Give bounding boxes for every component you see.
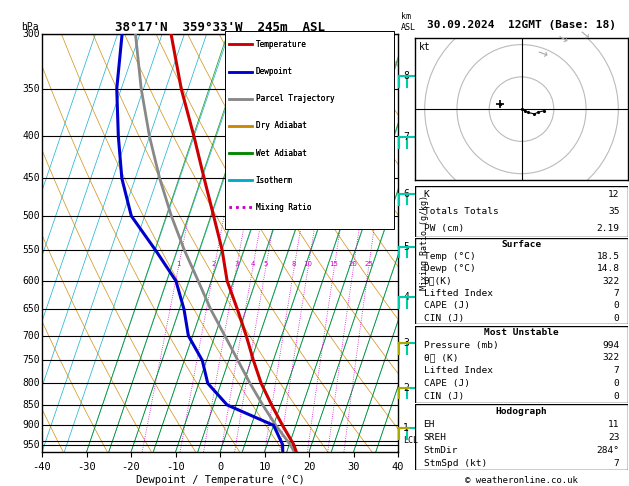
Text: 7: 7 xyxy=(403,132,409,142)
Text: EH: EH xyxy=(423,419,435,429)
Text: 1: 1 xyxy=(176,260,181,267)
Text: 500: 500 xyxy=(23,211,40,221)
Text: 3: 3 xyxy=(234,260,238,267)
Text: 15: 15 xyxy=(330,260,338,267)
Text: →: → xyxy=(576,27,592,43)
Text: Parcel Trajectory: Parcel Trajectory xyxy=(255,94,334,104)
Text: 8: 8 xyxy=(403,71,409,82)
Text: Dry Adiabat: Dry Adiabat xyxy=(255,122,306,130)
Text: 5: 5 xyxy=(403,242,409,252)
Text: Temp (°C): Temp (°C) xyxy=(423,252,476,261)
Text: 25: 25 xyxy=(364,260,373,267)
Text: 284°: 284° xyxy=(596,446,620,455)
Text: 850: 850 xyxy=(23,400,40,410)
Text: →: → xyxy=(534,47,548,63)
Text: 650: 650 xyxy=(23,304,40,314)
Text: 950: 950 xyxy=(23,439,40,450)
Text: 8: 8 xyxy=(292,260,296,267)
Text: Dewp (°C): Dewp (°C) xyxy=(423,264,476,273)
Text: CAPE (J): CAPE (J) xyxy=(423,301,469,310)
Text: 4: 4 xyxy=(403,292,409,302)
Text: Mixing Ratio: Mixing Ratio xyxy=(255,203,311,212)
Text: 2: 2 xyxy=(212,260,216,267)
Text: 12: 12 xyxy=(608,190,620,199)
Text: Surface: Surface xyxy=(501,240,542,249)
Text: Wet Adiabat: Wet Adiabat xyxy=(255,149,306,157)
Text: 23: 23 xyxy=(608,433,620,442)
Text: 35: 35 xyxy=(608,207,620,216)
Text: 18.5: 18.5 xyxy=(596,252,620,261)
Text: Mixing Ratio (g/kg): Mixing Ratio (g/kg) xyxy=(420,195,429,291)
Text: Mixing Ratio: Mixing Ratio xyxy=(255,203,311,212)
Text: km
ASL: km ASL xyxy=(401,12,416,32)
Text: Parcel Trajectory: Parcel Trajectory xyxy=(255,94,334,104)
Text: 750: 750 xyxy=(23,355,40,365)
Text: 5: 5 xyxy=(264,260,268,267)
Text: 300: 300 xyxy=(23,29,40,39)
Text: CIN (J): CIN (J) xyxy=(423,392,464,401)
Text: 322: 322 xyxy=(602,277,620,286)
Text: 20: 20 xyxy=(348,260,358,267)
Text: Lifted Index: Lifted Index xyxy=(423,289,493,298)
Text: StmSpd (kt): StmSpd (kt) xyxy=(423,459,487,468)
Text: 1: 1 xyxy=(403,423,409,433)
Text: K: K xyxy=(423,190,429,199)
Text: 2.19: 2.19 xyxy=(596,224,620,233)
Text: 7: 7 xyxy=(614,289,620,298)
Text: SREH: SREH xyxy=(423,433,447,442)
Text: 550: 550 xyxy=(23,245,40,255)
Text: 4: 4 xyxy=(250,260,255,267)
Text: Hodograph: Hodograph xyxy=(496,406,547,416)
Text: Lifted Index: Lifted Index xyxy=(423,366,493,375)
Text: →: → xyxy=(554,31,570,48)
Text: 800: 800 xyxy=(23,379,40,388)
FancyBboxPatch shape xyxy=(225,31,394,229)
Text: Most Unstable: Most Unstable xyxy=(484,328,559,337)
Text: CAPE (J): CAPE (J) xyxy=(423,379,469,388)
Text: 400: 400 xyxy=(23,132,40,141)
Text: 700: 700 xyxy=(23,331,40,341)
Text: 994: 994 xyxy=(602,341,620,349)
Text: 2: 2 xyxy=(403,383,409,393)
Text: 10: 10 xyxy=(303,260,313,267)
Text: 0: 0 xyxy=(614,392,620,401)
Text: Temperature: Temperature xyxy=(255,40,306,49)
Text: kt: kt xyxy=(420,42,431,52)
Text: CIN (J): CIN (J) xyxy=(423,313,464,323)
Text: 0: 0 xyxy=(614,379,620,388)
Text: 322: 322 xyxy=(602,353,620,363)
Text: 350: 350 xyxy=(23,84,40,94)
Text: 30.09.2024  12GMT (Base: 18): 30.09.2024 12GMT (Base: 18) xyxy=(427,20,616,30)
Title: 38°17'N  359°33'W  245m  ASL: 38°17'N 359°33'W 245m ASL xyxy=(115,21,325,34)
Text: 14.8: 14.8 xyxy=(596,264,620,273)
Text: StmDir: StmDir xyxy=(423,446,458,455)
Text: 450: 450 xyxy=(23,174,40,183)
Text: Dewpoint: Dewpoint xyxy=(255,67,292,76)
Text: LCL: LCL xyxy=(403,436,418,445)
Text: Dry Adiabat: Dry Adiabat xyxy=(255,122,306,130)
Text: 3: 3 xyxy=(403,338,409,348)
Text: 7: 7 xyxy=(614,459,620,468)
Text: 600: 600 xyxy=(23,276,40,286)
Text: hPa: hPa xyxy=(21,21,39,32)
Text: Isotherm: Isotherm xyxy=(255,176,292,185)
Text: 7: 7 xyxy=(614,366,620,375)
Text: Isotherm: Isotherm xyxy=(255,176,292,185)
Text: θᴇ(K): θᴇ(K) xyxy=(423,277,452,286)
X-axis label: Dewpoint / Temperature (°C): Dewpoint / Temperature (°C) xyxy=(136,474,304,485)
Text: Wet Adiabat: Wet Adiabat xyxy=(255,149,306,157)
Text: 6: 6 xyxy=(403,189,409,199)
Text: 11: 11 xyxy=(608,419,620,429)
Text: © weatheronline.co.uk: © weatheronline.co.uk xyxy=(465,476,578,485)
Text: θᴇ (K): θᴇ (K) xyxy=(423,353,458,363)
Text: 900: 900 xyxy=(23,420,40,430)
Text: 0: 0 xyxy=(614,301,620,310)
Text: 0: 0 xyxy=(614,313,620,323)
Text: Dewpoint: Dewpoint xyxy=(255,67,292,76)
Text: Temperature: Temperature xyxy=(255,40,306,49)
Text: Pressure (mb): Pressure (mb) xyxy=(423,341,498,349)
Text: PW (cm): PW (cm) xyxy=(423,224,464,233)
Text: Totals Totals: Totals Totals xyxy=(423,207,498,216)
